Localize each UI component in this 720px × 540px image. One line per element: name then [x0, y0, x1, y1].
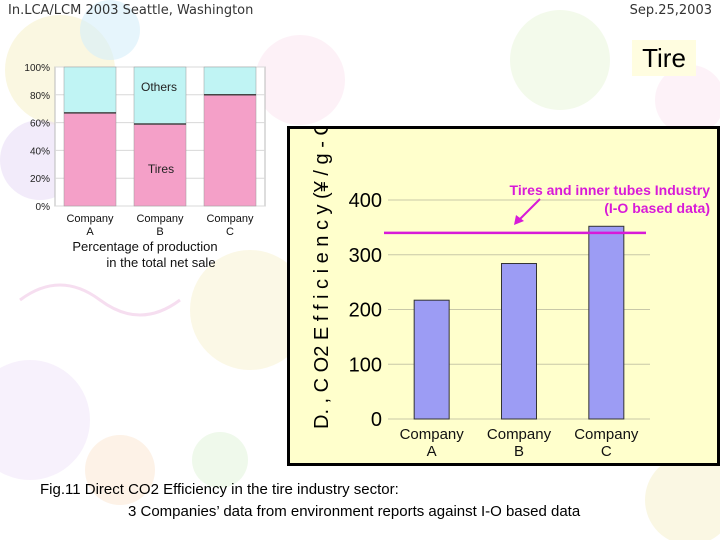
y-tick-label: 0: [371, 409, 382, 431]
y-tick-label: 80%: [30, 91, 50, 102]
y-tick-label: 40%: [30, 146, 50, 157]
y-tick-labels: 0% 20% 40% 60% 80% 100%: [24, 63, 50, 213]
y-tick-label: 60%: [30, 119, 50, 130]
ref-label-line2: (I-O based data): [604, 200, 710, 216]
x-category-label: Company: [400, 426, 465, 443]
tires-label: Tires: [148, 162, 174, 176]
annotation-arrow: [517, 198, 541, 222]
bar-others-1: [63, 66, 117, 114]
x-category-label: C: [226, 226, 234, 238]
bars: [413, 225, 625, 420]
x-category-label: A: [86, 226, 94, 238]
x-category-label: Company: [66, 213, 114, 225]
annotation-arrowhead: [514, 215, 524, 225]
x-axis-title-line1: Percentage of production: [72, 239, 217, 254]
y-tick-label: 400: [349, 190, 382, 212]
slide-label: Tire: [632, 40, 696, 76]
y-tick-label: 300: [349, 245, 382, 267]
efficiency-chart-panel: 0 100 200 300 400 Company A Company B Company C T…: [287, 126, 720, 466]
bar-company-3: [588, 225, 625, 420]
conference-header: In.LCA/LCM 2003 Seattle, Washington: [8, 3, 254, 18]
bar-tires-1: [63, 112, 117, 207]
y-tick-labels: 0 100 200 300 400: [349, 190, 382, 431]
y-tick-label: 100%: [24, 63, 50, 74]
x-category-label: B: [514, 443, 524, 460]
y-tick-label: 0%: [36, 202, 51, 213]
ref-label-line1: Tires and inner tubes Industry: [510, 182, 711, 198]
figure-caption-line2: 3 Companies’ data from environment repor…: [128, 503, 581, 520]
y-tick-label: 100: [349, 354, 382, 376]
bar-company-1: [413, 299, 450, 420]
y-tick-label: 200: [349, 300, 382, 322]
bar-company-2: [501, 263, 537, 420]
bars: [63, 66, 257, 207]
bar-others-2: [133, 66, 187, 125]
x-category-label: C: [601, 443, 612, 460]
x-category-label: B: [156, 226, 163, 238]
x-category-label: Company: [206, 213, 254, 225]
bar-others-3: [203, 66, 257, 96]
x-category-label: A: [427, 443, 437, 460]
bar-tires-3: [203, 94, 257, 207]
x-axis-title-line2: in the total net sale: [106, 255, 215, 270]
bar-tires-2: [133, 123, 187, 207]
figure-caption-line1: Fig.11 Direct CO2 Efficiency in the tire…: [40, 481, 399, 498]
date-header: Sep.25,2003: [629, 3, 712, 18]
x-category-label: Company: [487, 426, 552, 443]
y-tick-label: 20%: [30, 174, 50, 185]
y-axis-label: D. , C O2 E f f i c i e n c y (¥ / g - C…: [311, 129, 333, 429]
x-category-label: Company: [136, 213, 184, 225]
x-category-label: Company: [574, 426, 639, 443]
others-label: Others: [141, 80, 177, 94]
production-share-chart: 0%20%40%60%80%100% CompanyACompanyBCompa…: [24, 63, 266, 270]
